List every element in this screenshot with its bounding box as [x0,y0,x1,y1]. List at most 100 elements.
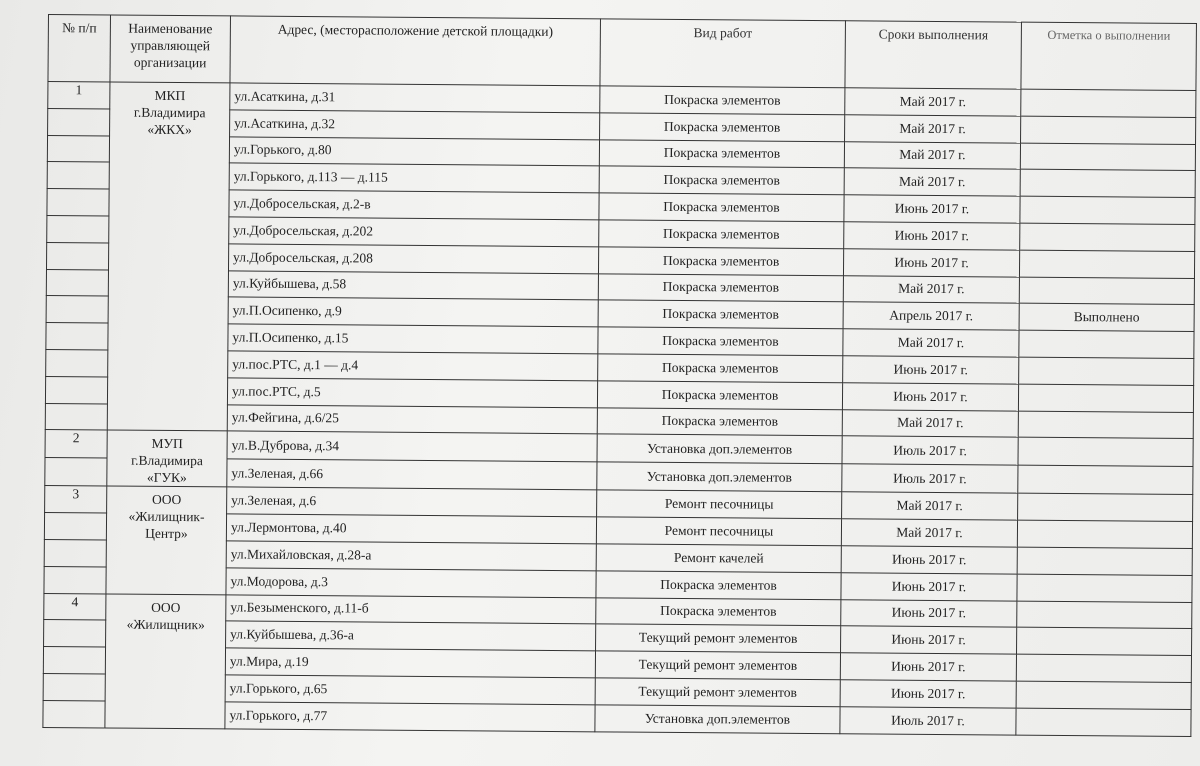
address-cell: ул.Зеленая, д.66 [226,459,597,491]
row-number [45,349,108,377]
organization-name: МКП г.Владимира «ЖКХ» [107,81,230,432]
completion-mark-cell [1015,707,1192,737]
address-cell: ул.Добросельская, д.202 [228,216,599,247]
work-type-cell: Установка доп.элементов [596,462,842,493]
address-cell: ул.Мира, д.19 [225,648,596,678]
organization-line: г.Владимира [131,453,203,469]
deadline-cell: Апрель 2017 г. [843,302,1020,331]
organization-name: ООО «Жилищник- Центр» [105,486,227,595]
completion-mark-cell [1016,573,1193,603]
deadline-cell: Май 2017 г. [844,168,1021,197]
deadline-cell: Май 2017 г. [843,275,1020,304]
row-number: 2 [45,429,108,459]
organization-name: МУП г.Владимира «ГУК» [106,430,228,488]
deadline-cell: Июль 2017 г. [841,464,1018,494]
organization-line: МУП [151,436,183,452]
deadline-cell: Май 2017 г. [841,492,1018,521]
completion-mark-cell [1019,276,1195,305]
address-cell: ул.пос.РТС, д.1 — д.4 [227,350,598,381]
completion-mark-cell [1019,249,1195,279]
row-number [43,673,106,701]
completion-mark-cell [1017,465,1193,495]
work-type-cell: Покраска элементов [599,166,845,195]
work-type-cell: Покраска элементов [597,327,844,356]
deadline-cell: Июнь 2017 г. [843,221,1020,250]
address-cell: ул.Куйбышева, д.36-а [225,621,596,651]
completion-mark-cell [1017,547,1193,576]
organization-line: «Жилищник» [126,616,205,632]
address-cell: ул.В.Дуброва, д.34 [227,431,598,463]
organization-line: г.Владимира [133,104,206,121]
address-cell: ул.Асаткина, д.32 [229,109,600,140]
table-body: 1 МКП г.Владимира «ЖКХ» ул.Асаткина, д.31 Пок… [42,81,1196,737]
work-type-cell: Ремонт качелей [596,543,842,573]
deadline-cell: Июль 2017 г. [839,706,1017,735]
header-work-type: Вид работ [599,18,846,88]
work-type-cell: Покраска элементов [597,353,843,383]
work-type-cell: Покраска элементов [599,112,845,142]
row-number [43,619,106,648]
deadline-cell: Май 2017 г. [844,114,1021,143]
address-cell: ул.Куйбышева, д.58 [228,270,599,301]
work-type-cell: Текущий ремонт элементов [595,677,841,707]
deadline-cell: Май 2017 г. [844,87,1021,116]
address-cell: ул.Добросельская, д.2-в [228,190,600,220]
work-type-cell: Текущий ремонт элементов [595,624,841,653]
work-type-cell: Покраска элементов [595,597,841,627]
work-type-cell: Покраска элементов [598,273,844,303]
completion-mark-cell [1018,330,1195,359]
work-type-cell: Покраска элементов [598,219,844,249]
deadline-cell: Июнь 2017 г. [842,355,1019,384]
organization-line: «ЖКХ» [147,121,192,138]
deadline-cell: Июнь 2017 г. [843,248,1020,277]
address-cell: ул.Михайловская, д.28-а [226,540,597,571]
row-number [47,135,110,163]
completion-mark-cell [1016,681,1192,710]
row-number: 4 [43,593,106,621]
completion-mark-cell [1016,654,1192,683]
organization-line: ООО [152,492,182,508]
row-number [42,700,106,728]
row-number [47,108,110,136]
document-sheet: № п/п Наименование управляющей организац… [42,14,1197,737]
row-number: 3 [44,485,107,514]
address-cell: ул.Горького, д.80 [229,136,600,167]
work-type-cell: Покраска элементов [598,246,844,276]
row-number [45,376,108,404]
address-cell: ул.пос.РТС, д.5 [227,377,598,408]
address-cell: ул.Добросельская, д.208 [228,243,599,274]
organization-line: «ГУК» [146,470,187,486]
row-number [46,215,109,243]
address-cell: ул.Лермонтова, д.40 [226,514,597,544]
address-cell: ул.Модорова, д.3 [225,567,597,598]
work-type-cell: Ремонт песочницы [596,516,842,546]
address-cell: ул.П.Осипенко, д.15 [227,324,599,354]
deadline-cell: Июнь 2017 г. [840,652,1017,682]
row-number [46,242,109,270]
address-cell: ул.Зеленая, д.6 [226,487,597,517]
deadline-cell: Июнь 2017 г. [840,626,1017,655]
row-number [46,188,110,216]
completion-mark-cell [1016,627,1192,656]
deadline-cell: Июнь 2017 г. [841,545,1018,574]
header-completion-mark: Отметка о выполнении [1020,22,1197,91]
address-cell: ул.Горького, д.77 [224,701,596,732]
address-cell: ул.Горького, д.113 — д.115 [229,163,600,194]
deadline-cell: Май 2017 г. [842,409,1019,438]
completion-mark-cell [1019,196,1196,225]
address-cell: ул.Безыменского, д.11-б [225,594,596,625]
header-organization: Наименование управляющей организации [109,14,231,83]
work-type-cell: Ремонт песочницы [596,490,842,519]
deadline-cell: Июнь 2017 г. [840,572,1018,601]
deadline-cell: Июнь 2017 г. [840,679,1017,708]
header-number: № п/п [47,14,111,82]
deadline-cell: Июнь 2017 г. [843,194,1021,224]
organization-line: Центр» [145,526,188,542]
deadline-cell: Май 2017 г. [842,328,1020,358]
completion-mark-cell [1017,437,1194,467]
completion-mark-cell [1020,142,1196,171]
organization-name: ООО «Жилищник» [104,593,226,729]
work-type-cell: Покраска элементов [597,380,843,410]
work-schedule-table: № п/п Наименование управляющей организац… [42,14,1197,737]
header-row: № п/п Наименование управляющей организац… [47,14,1197,91]
